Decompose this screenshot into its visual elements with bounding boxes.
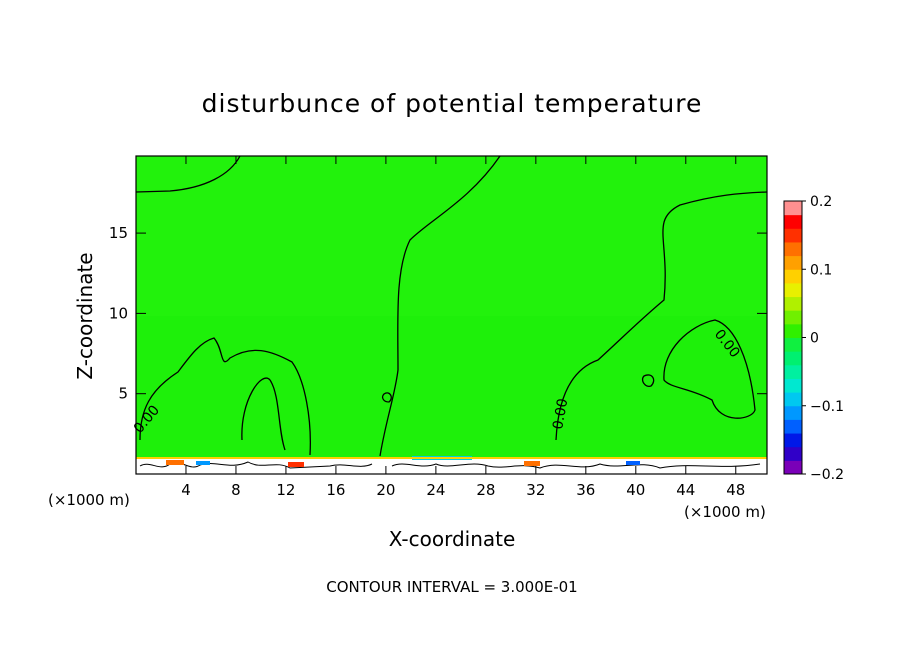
colorbar-swatch <box>784 460 802 475</box>
colorbar-swatch <box>784 337 802 352</box>
x-tick-label: 40 <box>626 481 645 499</box>
colorbar-tick-label: 0.2 <box>810 194 832 210</box>
ground-colored-blobs <box>136 456 767 467</box>
colorbar-tick-label: −0.2 <box>810 467 844 483</box>
colorbar-tick-label: 0 <box>810 331 819 347</box>
x-tick-label: 20 <box>376 481 395 499</box>
colorbar-swatch <box>784 364 802 379</box>
contour-left-inner <box>241 377 286 451</box>
colorbar-swatch <box>784 201 802 216</box>
contour-central-plume <box>379 155 501 457</box>
colorbar-swatch <box>784 310 802 325</box>
x-tick-label: 44 <box>676 481 695 499</box>
y-tick-label: 10 <box>109 304 128 322</box>
y-tick-label: 15 <box>109 224 128 242</box>
colorbar-swatch <box>784 241 802 257</box>
contour-interval-note: CONTOUR INTERVAL = 3.000E-01 <box>326 578 577 596</box>
colorbar-tick-label: 0.1 <box>810 262 832 278</box>
colorbar-swatch <box>784 269 802 284</box>
y-ticks: 5 10 15 <box>109 224 767 403</box>
colorbar-swatch <box>784 433 802 448</box>
ground-texture <box>139 461 761 469</box>
chart-title: disturbunce of potential temperature <box>202 89 703 118</box>
colorbar-swatch <box>784 296 802 311</box>
colorbar-swatch <box>784 228 802 243</box>
x-ticks: 4 8 12 16 20 24 28 32 36 40 44 48 <box>181 156 745 499</box>
plot-frame <box>135 155 768 475</box>
colorbar-swatch <box>784 323 802 338</box>
contour-right-dome <box>555 191 768 441</box>
x-unit-right: (×1000 m) <box>684 503 766 521</box>
colorbar-swatch <box>784 255 802 270</box>
x-tick-label: 12 <box>276 481 295 499</box>
y-tick-label: 5 <box>118 385 128 403</box>
colorbar-ticks: 0.2 0.1 0 −0.1 −0.2 <box>802 194 844 483</box>
x-tick-label: 48 <box>726 481 745 499</box>
contour-left-cell <box>139 337 311 456</box>
x-tick-label: 8 <box>231 481 241 499</box>
contour-small-1 <box>641 374 655 387</box>
colorbar-swatch <box>784 392 802 407</box>
plot-area: 0.00 0.00 0.00 4 8 12 16 20 24 28 32 36 40 44 48 51… <box>109 155 768 499</box>
colorbar-swatch <box>784 351 802 366</box>
colorbar-swatch <box>784 419 802 434</box>
contour-right-cell <box>663 319 756 419</box>
colorbar-swatch <box>784 282 802 298</box>
colorbar-tick-label: −0.1 <box>810 399 844 415</box>
upper-region <box>136 156 767 316</box>
colorbar-swatch <box>784 378 802 393</box>
x-tick-label: 32 <box>526 481 545 499</box>
colorbar-swatch <box>784 405 802 420</box>
contour-lines <box>135 155 768 457</box>
x-tick-label: 16 <box>326 481 345 499</box>
x-unit-left: (×1000 m) <box>48 491 130 509</box>
x-axis-label: X-coordinate <box>389 527 516 551</box>
colorbar-swatch <box>784 446 802 461</box>
x-tick-label: 36 <box>576 481 595 499</box>
contour-small-2 <box>382 392 392 403</box>
x-tick-label: 28 <box>476 481 495 499</box>
x-tick-label: 4 <box>181 481 191 499</box>
x-tick-label: 24 <box>426 481 445 499</box>
contour-label-center: 0.00 <box>550 397 571 430</box>
y-axis-label: Z-coordinate <box>73 252 97 379</box>
colorbar <box>783 200 803 475</box>
colorbar-swatch <box>784 214 802 229</box>
